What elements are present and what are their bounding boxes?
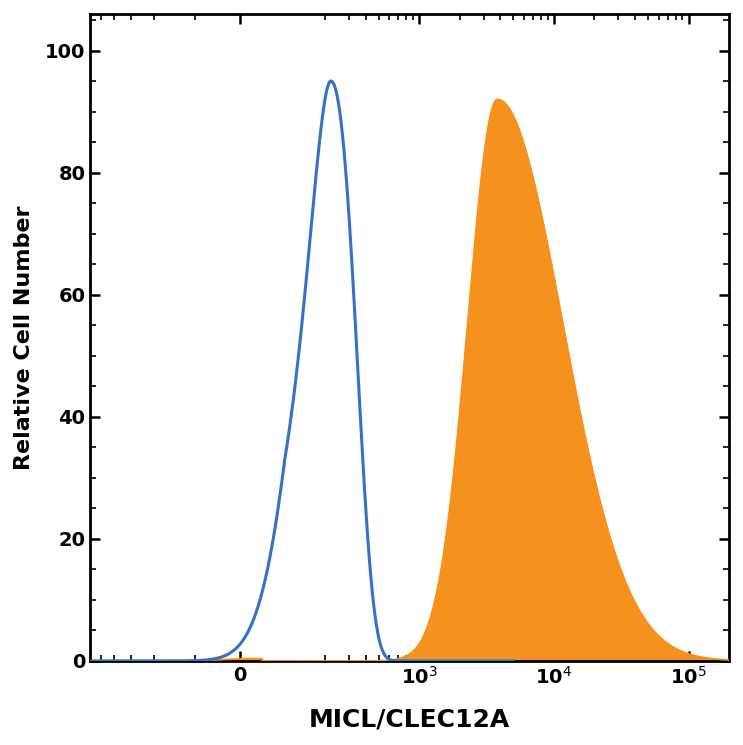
Y-axis label: Relative Cell Number: Relative Cell Number xyxy=(14,205,34,469)
X-axis label: MICL/CLEC12A: MICL/CLEC12A xyxy=(309,707,510,731)
